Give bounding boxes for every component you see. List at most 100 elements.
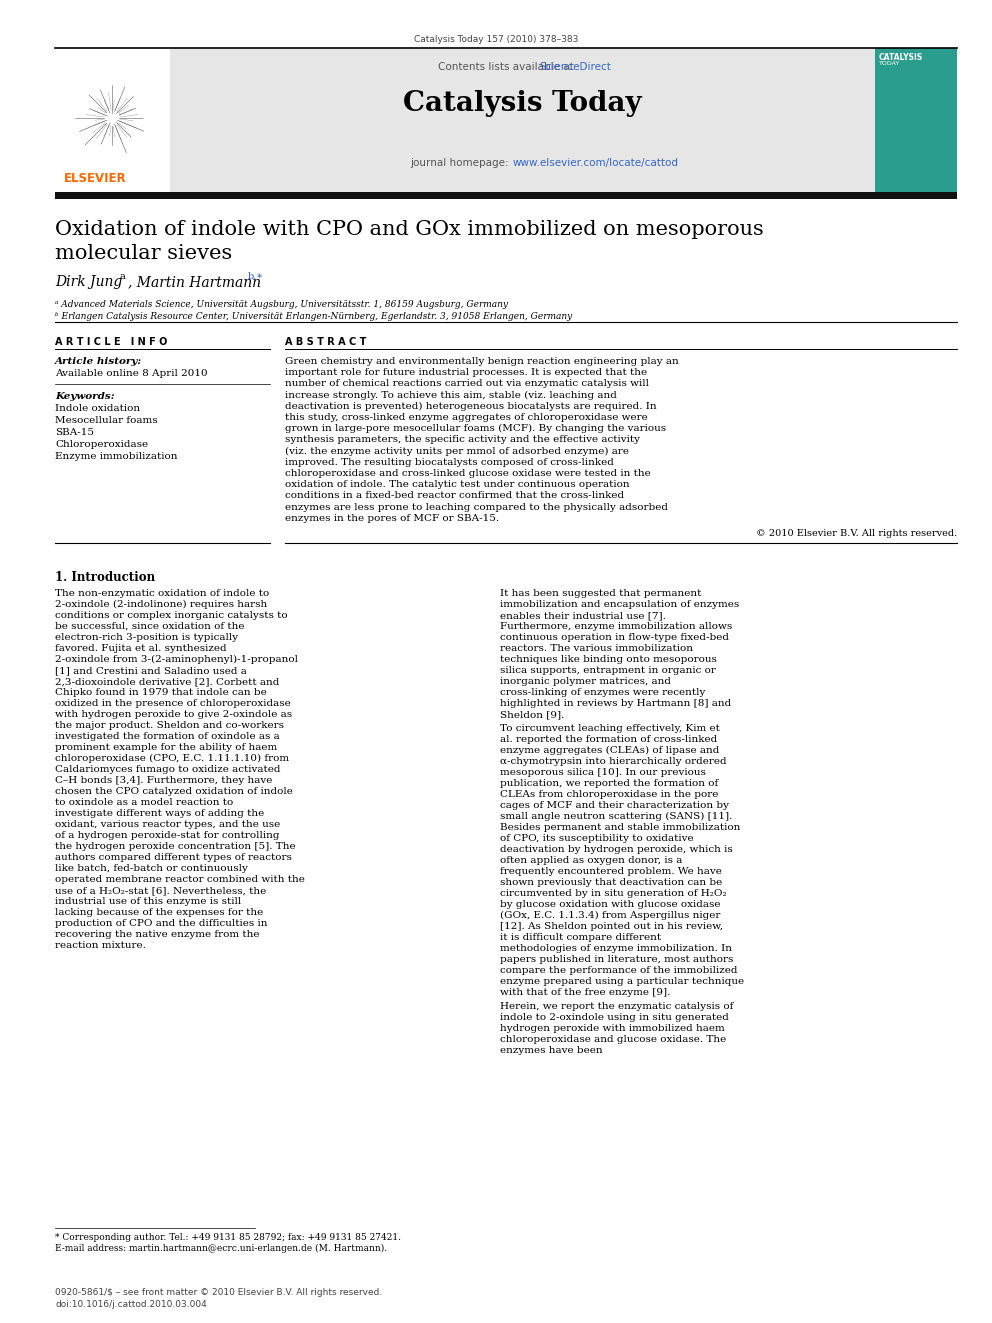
Text: Chipko found in 1979 that indole can be: Chipko found in 1979 that indole can be — [55, 688, 267, 697]
Text: reaction mixture.: reaction mixture. — [55, 941, 146, 950]
Text: chloroperoxidase (CPO, E.C. 1.11.1.10) from: chloroperoxidase (CPO, E.C. 1.11.1.10) f… — [55, 754, 289, 763]
Text: circumvented by in situ generation of H₂O₂: circumvented by in situ generation of H₂… — [500, 889, 726, 898]
Text: doi:10.1016/j.cattod.2010.03.004: doi:10.1016/j.cattod.2010.03.004 — [55, 1301, 206, 1308]
Text: CLEAs from chloroperoxidase in the pore: CLEAs from chloroperoxidase in the pore — [500, 790, 718, 799]
Text: electron-rich 3-position is typically: electron-rich 3-position is typically — [55, 632, 238, 642]
Text: , Martin Hartmann: , Martin Hartmann — [128, 275, 261, 288]
Text: (viz. the enzyme activity units per mmol of adsorbed enzyme) are: (viz. the enzyme activity units per mmol… — [285, 447, 629, 455]
Text: 0920-5861/$ – see front matter © 2010 Elsevier B.V. All rights reserved.: 0920-5861/$ – see front matter © 2010 El… — [55, 1289, 382, 1297]
Text: oxidant, various reactor types, and the use: oxidant, various reactor types, and the … — [55, 820, 281, 830]
Text: the major product. Sheldon and co-workers: the major product. Sheldon and co-worker… — [55, 721, 284, 730]
Text: authors compared different types of reactors: authors compared different types of reac… — [55, 853, 292, 863]
Text: techniques like binding onto mesoporous: techniques like binding onto mesoporous — [500, 655, 717, 664]
Text: ELSEVIER: ELSEVIER — [64, 172, 127, 185]
Text: production of CPO and the difficulties in: production of CPO and the difficulties i… — [55, 919, 268, 927]
Text: Furthermore, enzyme immobilization allows: Furthermore, enzyme immobilization allow… — [500, 622, 732, 631]
Text: Mesocellular foams: Mesocellular foams — [55, 415, 158, 425]
Text: enzymes have been: enzymes have been — [500, 1046, 602, 1054]
Text: mesoporous silica [10]. In our previous: mesoporous silica [10]. In our previous — [500, 767, 706, 777]
Text: Sheldon [9].: Sheldon [9]. — [500, 710, 564, 718]
FancyBboxPatch shape — [170, 48, 875, 192]
Text: industrial use of this enzyme is still: industrial use of this enzyme is still — [55, 897, 241, 906]
Text: enzyme aggregates (CLEAs) of lipase and: enzyme aggregates (CLEAs) of lipase and — [500, 746, 719, 755]
Text: small angle neutron scattering (SANS) [11].: small angle neutron scattering (SANS) [1… — [500, 812, 732, 822]
Text: Oxidation of indole with CPO and GOx immobilized on mesoporous: Oxidation of indole with CPO and GOx imm… — [55, 220, 764, 239]
Text: lacking because of the expenses for the: lacking because of the expenses for the — [55, 908, 263, 917]
Text: © 2010 Elsevier B.V. All rights reserved.: © 2010 Elsevier B.V. All rights reserved… — [756, 529, 957, 538]
Text: the hydrogen peroxide concentration [5]. The: the hydrogen peroxide concentration [5].… — [55, 841, 296, 851]
Text: conditions or complex inorganic catalysts to: conditions or complex inorganic catalyst… — [55, 611, 288, 620]
Text: Dirk Jung: Dirk Jung — [55, 275, 122, 288]
Text: Enzyme immobilization: Enzyme immobilization — [55, 452, 178, 460]
Text: chosen the CPO catalyzed oxidation of indole: chosen the CPO catalyzed oxidation of in… — [55, 787, 293, 796]
Text: molecular sieves: molecular sieves — [55, 243, 232, 263]
Text: continuous operation in flow-type fixed-bed: continuous operation in flow-type fixed-… — [500, 632, 729, 642]
FancyBboxPatch shape — [55, 192, 957, 198]
Text: grown in large-pore mesocellular foams (MCF). By changing the various: grown in large-pore mesocellular foams (… — [285, 425, 666, 434]
Text: often applied as oxygen donor, is a: often applied as oxygen donor, is a — [500, 856, 682, 865]
Text: SBA-15: SBA-15 — [55, 429, 94, 437]
Text: (GOx, E.C. 1.1.3.4) from Aspergillus niger: (GOx, E.C. 1.1.3.4) from Aspergillus nig… — [500, 912, 720, 919]
Text: cross-linking of enzymes were recently: cross-linking of enzymes were recently — [500, 688, 705, 697]
Text: silica supports, entrapment in organic or: silica supports, entrapment in organic o… — [500, 665, 716, 675]
Text: al. reported the formation of cross-linked: al. reported the formation of cross-link… — [500, 736, 717, 744]
Text: indole to 2-oxindole using in situ generated: indole to 2-oxindole using in situ gener… — [500, 1013, 729, 1021]
Text: 2,3-dioxoindole derivative [2]. Corbett and: 2,3-dioxoindole derivative [2]. Corbett … — [55, 677, 280, 687]
Text: chloroperoxidase and glucose oxidase. The: chloroperoxidase and glucose oxidase. Th… — [500, 1035, 726, 1044]
Text: enzyme prepared using a particular technique: enzyme prepared using a particular techn… — [500, 976, 744, 986]
Text: by glucose oxidation with glucose oxidase: by glucose oxidation with glucose oxidas… — [500, 900, 720, 909]
Text: [1] and Crestini and Saladino used a: [1] and Crestini and Saladino used a — [55, 665, 247, 675]
Text: It has been suggested that permanent: It has been suggested that permanent — [500, 589, 701, 598]
Text: Catalysis Today 157 (2010) 378–383: Catalysis Today 157 (2010) 378–383 — [414, 34, 578, 44]
Text: To circumvent leaching effectively, Kim et: To circumvent leaching effectively, Kim … — [500, 724, 720, 733]
Text: Article history:: Article history: — [55, 357, 142, 366]
Text: conditions in a fixed-bed reactor confirmed that the cross-linked: conditions in a fixed-bed reactor confir… — [285, 491, 624, 500]
Text: Green chemistry and environmentally benign reaction engineering play an: Green chemistry and environmentally beni… — [285, 357, 679, 366]
Text: Contents lists available at: Contents lists available at — [437, 62, 576, 71]
Text: Indole oxidation: Indole oxidation — [55, 404, 140, 413]
Text: use of a H₂O₂-stat [6]. Nevertheless, the: use of a H₂O₂-stat [6]. Nevertheless, th… — [55, 886, 266, 894]
Text: 2-oxindole from 3-(2-aminophenyl)-1-propanol: 2-oxindole from 3-(2-aminophenyl)-1-prop… — [55, 655, 298, 664]
Text: A B S T R A C T: A B S T R A C T — [285, 337, 366, 347]
Text: cages of MCF and their characterization by: cages of MCF and their characterization … — [500, 800, 729, 810]
Text: chloroperoxidase and cross-linked glucose oxidase were tested in the: chloroperoxidase and cross-linked glucos… — [285, 468, 651, 478]
Text: oxidized in the presence of chloroperoxidase: oxidized in the presence of chloroperoxi… — [55, 699, 291, 708]
Text: Keywords:: Keywords: — [55, 392, 115, 401]
Text: [12]. As Sheldon pointed out in his review,: [12]. As Sheldon pointed out in his revi… — [500, 922, 723, 931]
Text: like batch, fed-batch or continuously: like batch, fed-batch or continuously — [55, 864, 248, 873]
Text: improved. The resulting biocatalysts composed of cross-linked: improved. The resulting biocatalysts com… — [285, 458, 614, 467]
Text: www.elsevier.com/locate/cattod: www.elsevier.com/locate/cattod — [513, 157, 679, 168]
FancyBboxPatch shape — [875, 48, 957, 192]
Text: 2-oxindole (2-indolinone) requires harsh: 2-oxindole (2-indolinone) requires harsh — [55, 601, 267, 609]
Text: ᵇ Erlangen Catalysis Resource Center, Universität Erlangen-Nürnberg, Egerlandstr: ᵇ Erlangen Catalysis Resource Center, Un… — [55, 312, 572, 321]
Text: methodologies of enzyme immobilization. In: methodologies of enzyme immobilization. … — [500, 945, 732, 953]
Text: important role for future industrial processes. It is expected that the: important role for future industrial pro… — [285, 368, 647, 377]
FancyBboxPatch shape — [55, 48, 170, 192]
Text: papers published in literature, most authors: papers published in literature, most aut… — [500, 955, 733, 964]
Text: A R T I C L E   I N F O: A R T I C L E I N F O — [55, 337, 168, 347]
Text: immobilization and encapsulation of enzymes: immobilization and encapsulation of enzy… — [500, 601, 739, 609]
Text: Catalysis Today: Catalysis Today — [403, 90, 642, 116]
Text: deactivation is prevented) heterogeneous biocatalysts are required. In: deactivation is prevented) heterogeneous… — [285, 402, 657, 411]
Text: shown previously that deactivation can be: shown previously that deactivation can b… — [500, 878, 722, 886]
Text: of CPO, its susceptibility to oxidative: of CPO, its susceptibility to oxidative — [500, 833, 693, 843]
Text: Herein, we report the enzymatic catalysis of: Herein, we report the enzymatic catalysi… — [500, 1002, 733, 1011]
Text: TODAY: TODAY — [879, 61, 901, 66]
Text: with that of the free enzyme [9].: with that of the free enzyme [9]. — [500, 988, 671, 998]
Text: oxidation of indole. The catalytic test under continuous operation: oxidation of indole. The catalytic test … — [285, 480, 630, 490]
Text: Caldariomyces fumago to oxidize activated: Caldariomyces fumago to oxidize activate… — [55, 765, 281, 774]
Text: Available online 8 April 2010: Available online 8 April 2010 — [55, 369, 207, 378]
Text: publication, we reported the formation of: publication, we reported the formation o… — [500, 779, 718, 789]
Text: inorganic polymer matrices, and: inorganic polymer matrices, and — [500, 677, 671, 687]
Text: frequently encountered problem. We have: frequently encountered problem. We have — [500, 867, 722, 876]
Text: enables their industrial use [7].: enables their industrial use [7]. — [500, 611, 666, 620]
Text: investigated the formation of oxindole as a: investigated the formation of oxindole a… — [55, 732, 280, 741]
Text: hydrogen peroxide with immobilized haem: hydrogen peroxide with immobilized haem — [500, 1024, 725, 1033]
Text: CATALYSIS: CATALYSIS — [879, 53, 924, 62]
Text: operated membrane reactor combined with the: operated membrane reactor combined with … — [55, 875, 305, 884]
Text: compare the performance of the immobilized: compare the performance of the immobiliz… — [500, 966, 737, 975]
Text: Besides permanent and stable immobilization: Besides permanent and stable immobilizat… — [500, 823, 740, 832]
Text: α-chymotrypsin into hierarchically ordered: α-chymotrypsin into hierarchically order… — [500, 757, 726, 766]
Text: investigate different ways of adding the: investigate different ways of adding the — [55, 808, 264, 818]
Text: be successful, since oxidation of the: be successful, since oxidation of the — [55, 622, 244, 631]
